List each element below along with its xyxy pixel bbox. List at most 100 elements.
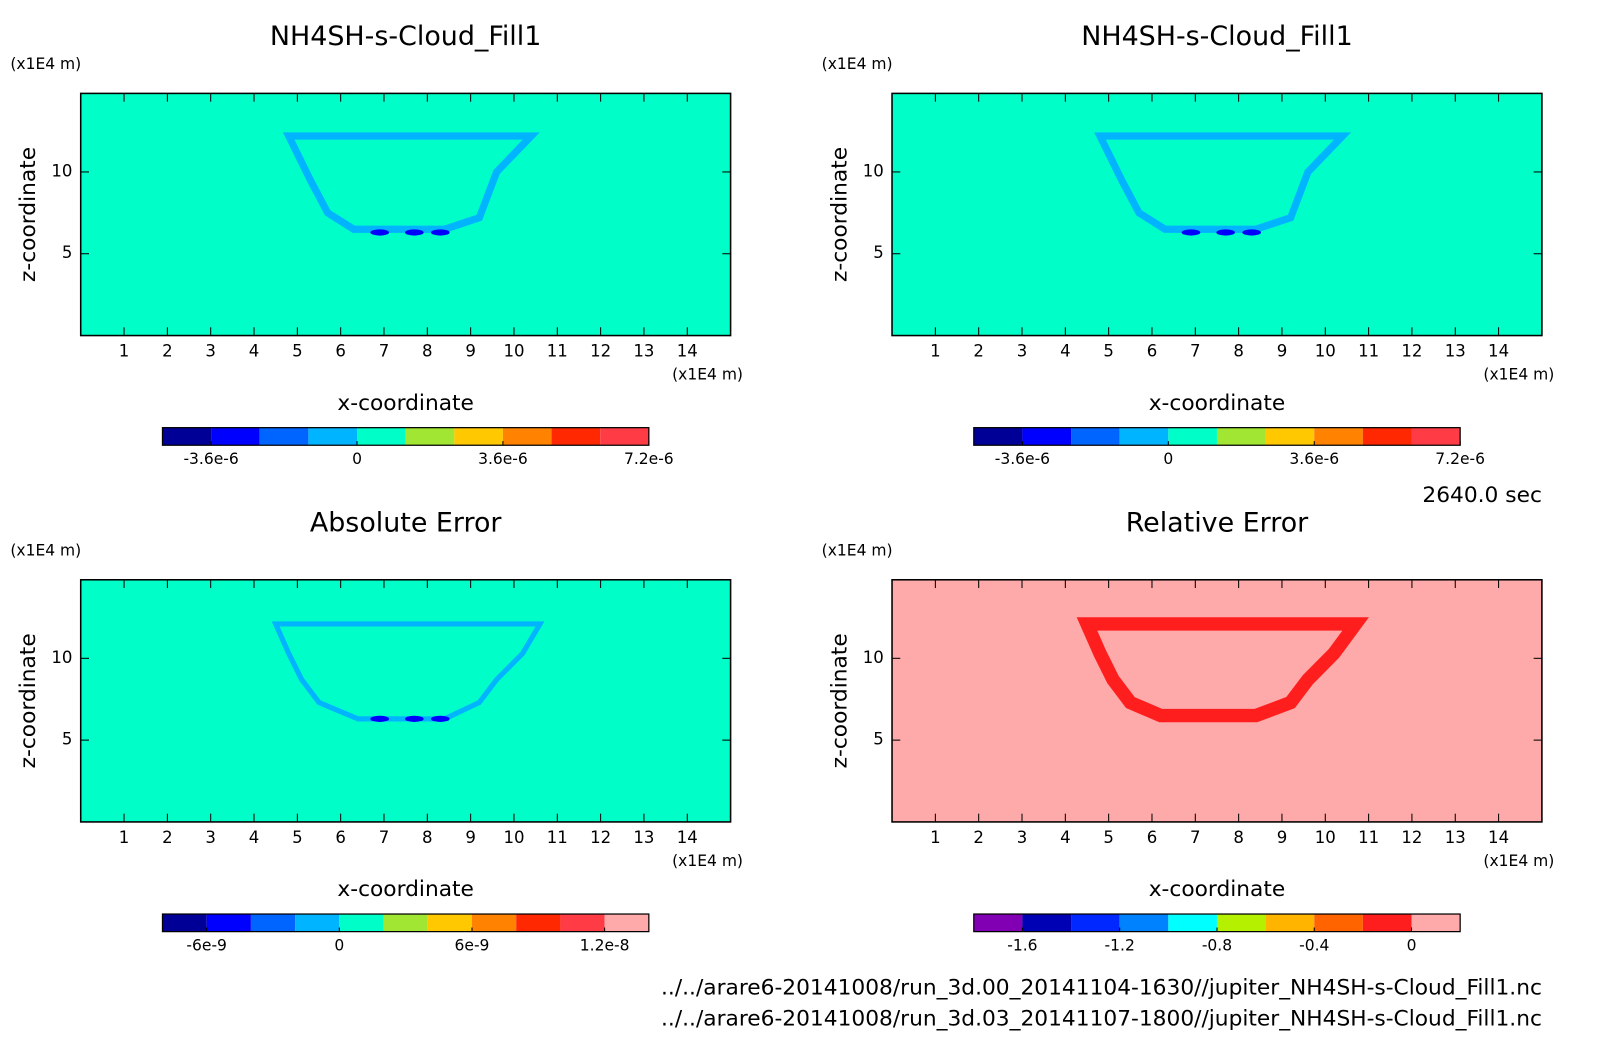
colorbar-tick-label: -1.6 bbox=[1007, 937, 1037, 955]
x-tick-label: 13 bbox=[633, 342, 654, 361]
cloud-outline bbox=[282, 132, 540, 233]
colorbar-tick-label: 3.6e-6 bbox=[1289, 450, 1339, 468]
colorbar-box bbox=[250, 914, 296, 932]
y-unit: (x1E4 m) bbox=[822, 541, 893, 559]
x-tick-label: 1 bbox=[930, 342, 941, 361]
x-tick-label: 2 bbox=[162, 828, 173, 847]
cloud-core bbox=[1216, 229, 1235, 236]
colorbar-tick-label: -3.6e-6 bbox=[995, 450, 1050, 468]
colorbar-box bbox=[211, 427, 260, 446]
x-tick-label: 12 bbox=[1401, 828, 1422, 847]
x-tick-label: 12 bbox=[590, 342, 611, 361]
y-tick-label: 5 bbox=[62, 243, 73, 262]
x-tick-label: 8 bbox=[1233, 342, 1244, 361]
x-unit: (x1E4 m) bbox=[1483, 365, 1554, 383]
x-axis-label: x-coordinate bbox=[337, 391, 474, 416]
colorbar-tick-label: 7.2e-6 bbox=[1435, 450, 1485, 468]
x-tick-label: 10 bbox=[503, 828, 524, 847]
colorbar-frame bbox=[973, 427, 1461, 446]
chart-title: Absolute Error bbox=[310, 507, 503, 538]
x-tick-label: 13 bbox=[1445, 828, 1466, 847]
colorbar-tick-label: -6e-9 bbox=[186, 937, 227, 955]
colorbar-box bbox=[1168, 427, 1217, 446]
colorbar-box bbox=[1411, 427, 1461, 446]
colorbar-box bbox=[1216, 914, 1266, 932]
colorbar-box bbox=[339, 914, 384, 932]
y-tick-label: 10 bbox=[863, 648, 884, 667]
y-tick-label: 10 bbox=[51, 648, 72, 667]
y-axis-label: z-coordinate bbox=[16, 633, 41, 768]
colorbar-box bbox=[162, 427, 212, 446]
y-unit: (x1E4 m) bbox=[10, 55, 81, 73]
colorbar-tick-label: 0 bbox=[1163, 450, 1173, 468]
x-tick-label: 12 bbox=[590, 828, 611, 847]
x-axis-label: x-coordinate bbox=[337, 877, 474, 902]
colorbar-box bbox=[973, 427, 1023, 446]
x-tick-label: 3 bbox=[205, 342, 216, 361]
colorbar-box bbox=[1071, 914, 1120, 932]
x-unit: (x1E4 m) bbox=[672, 365, 743, 383]
plot-frame bbox=[79, 579, 732, 823]
cloud-core bbox=[1242, 229, 1261, 236]
plot-frame bbox=[79, 92, 732, 337]
x-tick-label: 9 bbox=[1277, 828, 1288, 847]
colorbar-tick-label: 0 bbox=[352, 450, 362, 468]
colorbar-box bbox=[308, 427, 358, 446]
y-tick-label: 5 bbox=[62, 730, 73, 749]
x-unit: (x1E4 m) bbox=[1483, 852, 1554, 870]
time-label: 2640.0 sec bbox=[1422, 483, 1542, 508]
colorbar-tick-label: 7.2e-6 bbox=[624, 450, 674, 468]
x-tick-label: 3 bbox=[1017, 342, 1028, 361]
x-tick-label: 1 bbox=[930, 828, 941, 847]
colorbar-box bbox=[1314, 427, 1363, 446]
colorbar-box bbox=[1265, 427, 1315, 446]
colorbar-box bbox=[973, 914, 1023, 932]
x-tick-label: 2 bbox=[973, 342, 984, 361]
x-tick-label: 7 bbox=[1190, 828, 1201, 847]
y-tick-label: 5 bbox=[873, 243, 884, 262]
colorbar-tick-label: 1.2e-8 bbox=[580, 937, 630, 955]
x-tick-label: 5 bbox=[292, 342, 303, 361]
chart-title: NH4SH-s-Cloud_Fill1 bbox=[1081, 21, 1352, 52]
colorbar-box bbox=[1314, 914, 1363, 932]
colorbar-box bbox=[405, 427, 455, 446]
x-tick-label: 5 bbox=[1103, 342, 1114, 361]
colorbar-tick-label: 6e-9 bbox=[455, 937, 490, 955]
x-unit: (x1E4 m) bbox=[672, 852, 743, 870]
x-tick-label: 8 bbox=[422, 342, 433, 361]
cloud-core bbox=[431, 715, 450, 722]
colorbar-tick-label: -3.6e-6 bbox=[183, 450, 238, 468]
colorbar-tick-label: -0.4 bbox=[1299, 937, 1329, 955]
colorbar-frame bbox=[161, 427, 650, 446]
colorbar-box bbox=[383, 914, 428, 932]
colorbar-box bbox=[1362, 914, 1412, 932]
x-tick-label: 10 bbox=[1315, 828, 1336, 847]
x-tick-label: 8 bbox=[1233, 828, 1244, 847]
colorbar-box bbox=[1022, 914, 1072, 932]
x-tick-label: 14 bbox=[677, 342, 698, 361]
colorbar-tick-label: -1.2 bbox=[1105, 937, 1135, 955]
x-tick-label: 9 bbox=[465, 342, 476, 361]
x-tick-label: 11 bbox=[547, 342, 568, 361]
colorbar-box bbox=[1362, 427, 1412, 446]
colorbar-box bbox=[516, 914, 561, 932]
x-tick-label: 9 bbox=[1277, 342, 1288, 361]
x-tick-label: 6 bbox=[1147, 828, 1158, 847]
colorbar-box bbox=[454, 427, 503, 446]
colorbar-box bbox=[1216, 427, 1266, 446]
colorbar-box bbox=[1119, 914, 1169, 932]
x-tick-label: 4 bbox=[1060, 342, 1071, 361]
x-tick-label: 10 bbox=[1315, 342, 1336, 361]
cloud-core bbox=[405, 229, 424, 236]
x-tick-label: 2 bbox=[162, 342, 173, 361]
contour-field bbox=[892, 93, 1542, 336]
contour-field bbox=[80, 93, 731, 336]
x-tick-label: 9 bbox=[465, 828, 476, 847]
x-tick-label: 10 bbox=[503, 342, 524, 361]
x-tick-label: 14 bbox=[1488, 828, 1509, 847]
colorbar-tick-label: -0.8 bbox=[1202, 937, 1232, 955]
colorbar-box bbox=[162, 914, 207, 932]
colorbar-box bbox=[1119, 427, 1169, 446]
colorbar-tick-label: 0 bbox=[1407, 937, 1417, 955]
